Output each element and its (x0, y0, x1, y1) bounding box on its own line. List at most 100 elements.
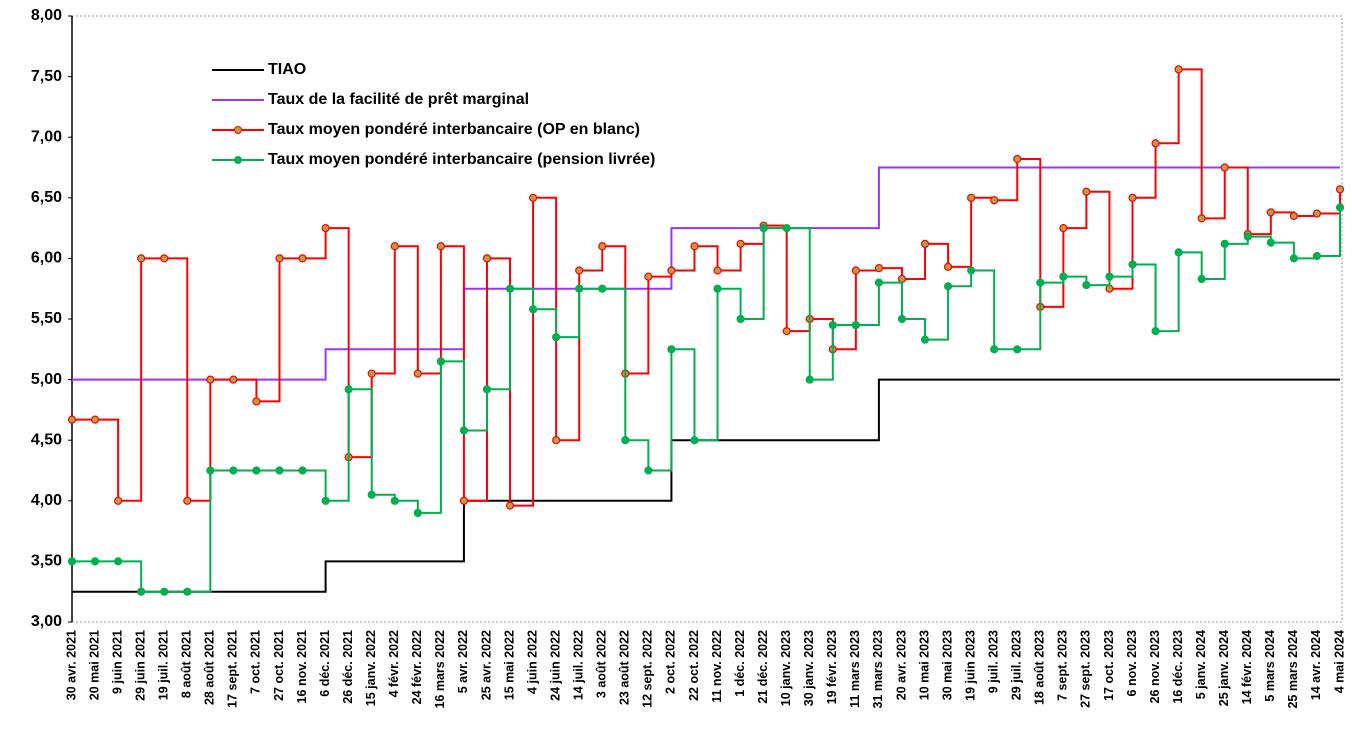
data-point (1082, 187, 1091, 196)
data-point (160, 254, 169, 263)
data-point (229, 375, 238, 384)
data-point (943, 262, 953, 271)
data-point (920, 239, 930, 248)
data-point (114, 496, 123, 505)
data-point (1312, 209, 1322, 218)
y-tick-label: 5,00 (31, 371, 62, 388)
data-point (1013, 154, 1022, 164)
data-point (782, 224, 791, 233)
x-tick-label: 1 déc. 2022 (733, 630, 747, 697)
data-point (552, 436, 561, 445)
x-tick-label: 19 juil. 2021 (157, 630, 171, 700)
data-point (1266, 208, 1275, 217)
data-point (736, 239, 745, 248)
data-point (344, 385, 353, 394)
legend-label: Taux moyen pondéré interbancaire (OP en … (268, 121, 640, 138)
x-tick-label: 14 févr. 2024 (1240, 630, 1254, 704)
series-line (72, 68, 1341, 507)
x-tick-label: 15 janv. 2022 (364, 630, 378, 706)
x-tick-label: 26 déc. 2021 (341, 630, 355, 704)
x-tick-label: 6 déc. 2021 (318, 630, 332, 697)
data-point (1151, 139, 1160, 148)
x-tick-label: 5 mars 2024 (1263, 630, 1277, 702)
x-tick-label: 16 déc. 2023 (1171, 630, 1185, 704)
x-tick-label: 28 août 2021 (203, 630, 217, 705)
legend-label: TIAO (268, 61, 306, 78)
data-point (920, 335, 930, 344)
x-tick-label: 14 juil. 2022 (571, 630, 585, 700)
x-tick-label: 30 janv. 2023 (802, 630, 816, 706)
data-point (598, 284, 607, 293)
data-point (644, 272, 653, 281)
series-line (72, 166, 1340, 381)
x-tick-label: 30 mai 2023 (940, 630, 954, 700)
x-tick-label: 25 janv. 2024 (1217, 630, 1231, 706)
data-point (1243, 232, 1252, 241)
data-point (390, 496, 399, 505)
data-point (436, 242, 445, 251)
data-point (1197, 274, 1206, 284)
x-tick-label: 29 juin 2021 (133, 630, 147, 701)
x-tick-label: 24 juin 2022 (548, 630, 562, 701)
data-point (436, 357, 445, 366)
data-point (1174, 65, 1183, 74)
data-point (206, 466, 215, 475)
data-point (1036, 278, 1045, 287)
x-tick-label: 10 mai 2023 (917, 630, 931, 700)
data-point (713, 266, 722, 275)
data-point (897, 314, 907, 324)
data-point (413, 369, 422, 378)
legend-label: Taux de la facilité de prêt marginal (268, 91, 529, 108)
data-point (575, 266, 584, 275)
series-line (72, 207, 1341, 593)
data-point (667, 266, 676, 275)
x-tick-label: 5 avr. 2022 (456, 630, 470, 693)
data-point (1220, 239, 1229, 248)
x-tick-label: 4 juin 2022 (525, 630, 539, 694)
data-point (390, 242, 399, 251)
data-point (874, 278, 884, 287)
data-point (690, 242, 699, 251)
data-point (321, 496, 330, 505)
x-tick-label: 12 sept. 2022 (641, 630, 655, 708)
data-point (1312, 251, 1322, 261)
x-tick-label: 7 oct. 2021 (249, 630, 263, 694)
data-point (1174, 248, 1183, 257)
data-point (759, 224, 768, 233)
y-tick-label: 8,00 (31, 7, 62, 24)
x-tick-label: 26 nov. 2023 (1148, 630, 1162, 703)
x-tick-label: 31 mars 2023 (871, 630, 885, 709)
x-tick-label: 25 mars 2024 (1286, 630, 1300, 709)
data-point (482, 385, 492, 394)
data-point (1335, 185, 1345, 194)
x-tick-label: 20 avr. 2023 (894, 630, 908, 700)
data-point (1105, 272, 1114, 281)
data-point (552, 333, 561, 342)
y-tick-label: 3,00 (31, 613, 62, 630)
data-point (90, 557, 100, 566)
plot-border (71, 15, 1343, 623)
data-point (90, 415, 100, 424)
x-tick-label: 5 janv. 2024 (1194, 630, 1208, 699)
data-point (459, 496, 469, 505)
data-point (1289, 254, 1298, 263)
data-point (1059, 224, 1068, 233)
data-point (528, 193, 538, 202)
data-point (1335, 203, 1345, 212)
data-point (252, 397, 261, 406)
data-point (137, 587, 146, 596)
x-tick-label: 30 avr. 2021 (64, 630, 78, 700)
x-tick-label: 15 mai 2022 (502, 630, 516, 700)
x-tick-label: 11 nov. 2022 (710, 630, 724, 703)
data-point (851, 320, 860, 330)
y-tick-label: 7,00 (31, 128, 62, 145)
data-point (1266, 238, 1275, 247)
data-point (67, 557, 77, 566)
y-tick-label: 3,50 (31, 553, 62, 570)
x-tick-label: 9 juil. 2023 (986, 630, 1000, 693)
x-tick-label: 7 sept. 2023 (1056, 630, 1070, 701)
data-point (528, 305, 538, 314)
x-tick-label: 29 juil. 2023 (1010, 630, 1024, 700)
x-tick-label: 2 oct. 2022 (664, 630, 678, 694)
data-point (321, 224, 330, 233)
